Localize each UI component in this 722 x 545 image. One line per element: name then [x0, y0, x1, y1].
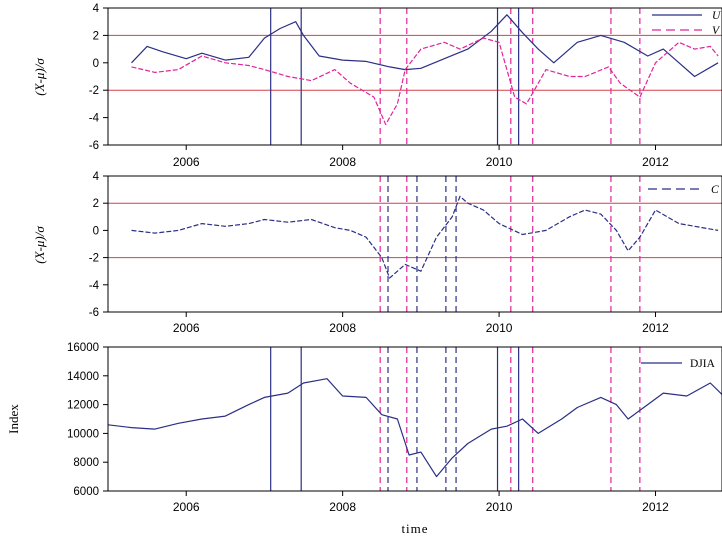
y-tick-label: 14000 [67, 371, 99, 383]
series-line-v [131, 37, 719, 126]
y-tick-label: 4 [93, 171, 100, 183]
y-tick-label: 6000 [73, 486, 99, 498]
y-tick-label: -4 [89, 280, 100, 292]
legend-label-v: V [712, 25, 721, 37]
y-tick-label: -2 [89, 253, 99, 265]
series-group [108, 378, 722, 478]
plot-frame [107, 346, 722, 492]
series-line-djia [108, 378, 722, 478]
y-tick-label: 10000 [67, 428, 99, 440]
series-line-c [131, 195, 719, 279]
y-tick-label: 4 [93, 3, 100, 15]
chart-panel-2: -6 -4 -2 0 2 4 2006 2008 2010 2012 (X-μ)/σ C [32, 171, 722, 335]
chart-panel-3: 6000 8000 10000 12000 14000 16000 2006 2008 2010… [6, 342, 722, 536]
x-tick-label: 2010 [486, 500, 513, 514]
y-tick-label: -6 [89, 307, 99, 319]
x-tick-label: 2008 [329, 155, 356, 169]
y-tick-label: 0 [93, 225, 99, 237]
y-tick-label: 0 [93, 58, 99, 70]
plot-frame [107, 7, 722, 146]
x-tick-label: 2010 [486, 321, 513, 335]
y-tick-label: -4 [89, 113, 100, 125]
x-tick-label: 2008 [329, 321, 356, 335]
y-tick-label: 8000 [73, 457, 99, 469]
y-axis-label: Index [6, 404, 21, 434]
chart-panel-1: -6 -4 -2 0 2 4 2006 2008 2010 2012 (X-μ)/σ UV [32, 3, 722, 169]
x-tick-label: 2010 [486, 155, 513, 169]
y-tick-label: -2 [89, 85, 99, 97]
y-tick-label: -6 [89, 140, 99, 152]
y-axis-label: (X-μ)/σ [32, 58, 47, 96]
x-tick-label: 2006 [173, 500, 200, 514]
legend: C [648, 184, 719, 196]
x-tick-label: 2012 [642, 321, 669, 335]
y-tick-label: 12000 [67, 400, 99, 412]
x-tick-label: 2006 [173, 155, 200, 169]
plot-frame [107, 175, 722, 313]
legend-label-c: C [711, 184, 719, 196]
legend-label-djia: DJIA [690, 358, 716, 370]
x-tick-label: 2008 [329, 500, 356, 514]
y-tick-label: 2 [93, 30, 99, 42]
x-tick-label: 2012 [642, 155, 669, 169]
series-line-u [131, 14, 719, 78]
x-tick-label: 2012 [642, 500, 669, 514]
series-group [131, 195, 719, 279]
legend-label-u: U [712, 10, 721, 22]
x-axis-label: time [401, 521, 428, 536]
x-tick-label: 2006 [173, 321, 200, 335]
legend: UV [652, 10, 721, 37]
y-axis-label: (X-μ)/σ [32, 226, 47, 264]
series-group [131, 14, 719, 126]
legend: DJIA [641, 358, 716, 370]
y-tick-label: 2 [93, 198, 99, 210]
y-tick-label: 16000 [67, 342, 99, 354]
